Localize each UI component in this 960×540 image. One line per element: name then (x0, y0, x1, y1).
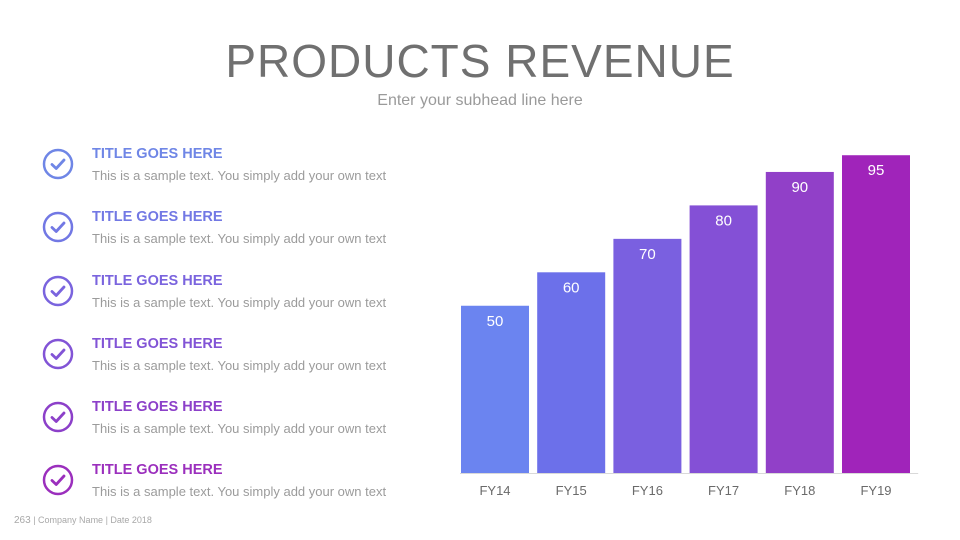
page-number: 263 (14, 515, 31, 526)
bar-fy17 (689, 205, 758, 473)
data-label: 95 (868, 162, 885, 179)
revenue-bar-chart: 50 FY14 60 FY15 70 FY16 80 FY17 90 FY18 95 FY19 (455, 140, 925, 510)
x-tick-label: FY17 (708, 483, 739, 498)
item-title: TITLE GOES HERE (92, 336, 223, 352)
footer: 263 | Company Name | Date 2018 (14, 515, 152, 526)
check-circle-icon (42, 148, 74, 180)
item-text: This is a sample text. You simply add yo… (92, 295, 387, 310)
check-circle-icon (42, 211, 74, 243)
x-tick-label: FY16 (632, 483, 663, 498)
item-title: TITLE GOES HERE (92, 273, 223, 289)
item-text: This is a sample text. You simply add yo… (92, 231, 387, 246)
bar-fy15 (537, 272, 606, 473)
item-text: This is a sample text. You simply add yo… (92, 484, 387, 499)
data-label: 60 (563, 279, 580, 296)
footer-text: | Company Name | Date 2018 (33, 515, 152, 525)
check-circle-icon (42, 275, 74, 307)
check-circle-icon (42, 401, 74, 433)
item-title: TITLE GOES HERE (92, 209, 223, 225)
data-label: 50 (487, 313, 504, 330)
x-tick-label: FY19 (860, 483, 891, 498)
item-text: This is a sample text. You simply add yo… (92, 358, 387, 373)
check-circle-icon (42, 464, 74, 496)
bar-chart-svg: 50 FY14 60 FY15 70 FY16 80 FY17 90 FY18 95 FY19 (460, 155, 919, 498)
bar-fy14 (461, 305, 529, 473)
item-title: TITLE GOES HERE (92, 462, 223, 478)
list-item: TITLE GOES HERE This is a sample text. Y… (42, 208, 422, 258)
page-title: PRODUCTS REVENUE (225, 35, 735, 87)
data-label: 70 (639, 246, 656, 263)
item-text: This is a sample text. You simply add yo… (92, 421, 387, 436)
item-title: TITLE GOES HERE (92, 146, 223, 162)
data-label: 80 (715, 212, 732, 229)
list-item: TITLE GOES HERE This is a sample text. Y… (42, 335, 422, 385)
x-tick-label: FY15 (556, 483, 587, 498)
page-subtitle: Enter your subhead line here (377, 92, 583, 109)
x-tick-label: FY14 (479, 483, 510, 498)
list-item: TITLE GOES HERE This is a sample text. Y… (42, 272, 422, 322)
item-title: TITLE GOES HERE (92, 399, 223, 415)
data-label: 90 (791, 179, 808, 196)
check-circle-icon (42, 338, 74, 370)
list-item: TITLE GOES HERE This is a sample text. Y… (42, 145, 422, 195)
bar-fy16 (613, 238, 682, 473)
bar-fy18 (765, 171, 834, 473)
item-text: This is a sample text. You simply add yo… (92, 168, 387, 183)
list-item: TITLE GOES HERE This is a sample text. Y… (42, 461, 422, 511)
bar-fy19 (842, 155, 910, 473)
x-tick-label: FY18 (784, 483, 815, 498)
list-item: TITLE GOES HERE This is a sample text. Y… (42, 398, 422, 448)
